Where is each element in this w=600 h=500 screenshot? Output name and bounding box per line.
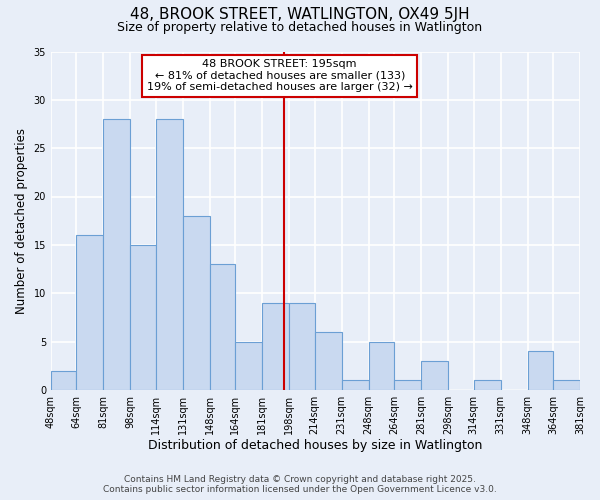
Bar	[394, 380, 421, 390]
Text: Size of property relative to detached houses in Watlington: Size of property relative to detached ho…	[118, 21, 482, 34]
Bar	[262, 303, 289, 390]
Y-axis label: Number of detached properties: Number of detached properties	[15, 128, 28, 314]
Bar	[156, 119, 183, 390]
Bar	[210, 264, 235, 390]
Bar	[527, 351, 553, 390]
Bar	[183, 216, 210, 390]
Text: Contains HM Land Registry data © Crown copyright and database right 2025.
Contai: Contains HM Land Registry data © Crown c…	[103, 474, 497, 494]
Bar	[289, 303, 314, 390]
Text: 48, BROOK STREET, WATLINGTON, OX49 5JH: 48, BROOK STREET, WATLINGTON, OX49 5JH	[130, 8, 470, 22]
Text: 48 BROOK STREET: 195sqm
← 81% of detached houses are smaller (133)
19% of semi-d: 48 BROOK STREET: 195sqm ← 81% of detache…	[147, 59, 413, 92]
X-axis label: Distribution of detached houses by size in Watlington: Distribution of detached houses by size …	[148, 440, 482, 452]
Bar	[103, 119, 130, 390]
Bar	[421, 361, 448, 390]
Bar	[51, 370, 76, 390]
Bar	[76, 235, 103, 390]
Bar	[130, 245, 156, 390]
Bar	[341, 380, 368, 390]
Bar	[235, 342, 262, 390]
Bar	[473, 380, 500, 390]
Bar	[368, 342, 394, 390]
Bar	[553, 380, 580, 390]
Bar	[314, 332, 341, 390]
